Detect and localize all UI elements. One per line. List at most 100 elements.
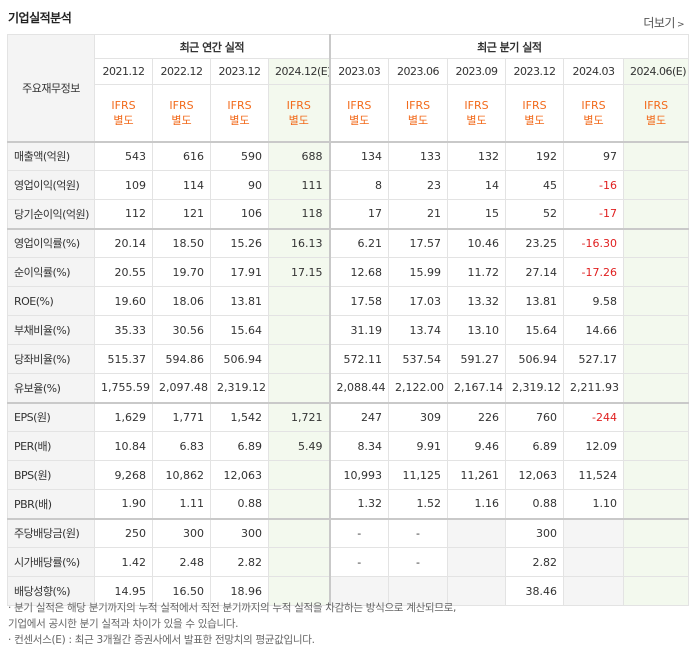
table-cell: -16 [563,170,625,200]
table-cell: 13.81 [210,286,269,316]
table-cell: 11,261 [447,460,507,490]
table-cell [623,344,690,374]
table-cell: 594.86 [152,344,211,374]
table-cell: 12,063 [505,460,565,490]
table-cell: 5.49 [267,431,331,461]
table-cell: 247 [328,402,390,432]
ifrs-sub-text: 별도 [407,113,429,127]
ifrs-text: IFRS [169,98,194,112]
table-cell: 1.32 [328,489,390,520]
table-row: PER(배) 10.84 6.83 6.89 5.49 8.34 9.91 9.46 6.89 1… [7,431,690,461]
table-cell: 18.96 [210,576,269,606]
period-header: 2024.12(E) [267,58,331,85]
table-cell [623,257,690,287]
table-cell: 2,088.44 [328,373,390,404]
table-row: 당좌비율(%) 515.37 594.86 506.94 572.11 537.54 591… [7,344,690,374]
table-cell: 9.91 [388,431,449,461]
table-cell: 515.37 [94,344,153,374]
table-cell: 16.50 [152,576,211,606]
table-cell: 31.19 [328,315,390,345]
table-cell: 6.89 [210,431,269,461]
section-title: 기업실적분석 [8,11,72,25]
table-cell [623,489,690,520]
table-cell: 300 [152,518,211,548]
table-cell: 14 [447,170,507,200]
table-cell: 8 [328,170,390,200]
table-cell: -244 [563,402,625,432]
ifrs-sub-text: 별도 [645,113,667,127]
ifrs-text: IFRS [643,98,669,112]
ifrs-sub-text: 별도 [583,113,604,127]
table-cell: 114 [152,170,211,200]
table-row: PBR(배) 1.90 1.11 0.88 1.32 1.52 1.16 0.88 1.10 [7,489,690,520]
ifrs-label: IFRS 별도 [563,84,625,143]
table-cell: 18.06 [152,286,211,316]
table-cell: 2,097.48 [152,373,211,404]
row-label: 부채비율(%) [7,315,95,345]
table-cell: 6.89 [505,431,565,461]
table-cell [623,286,690,316]
table-cell: 591.27 [447,344,507,374]
table-cell: 1.52 [388,489,449,520]
table-cell [563,518,625,548]
table-cell: 543 [94,141,153,171]
ifrs-label: IFRS 별도 [94,84,153,143]
table-cell [623,402,690,432]
table-cell: 2.48 [152,547,211,577]
table-cell [267,518,331,548]
table-cell: 17.57 [388,228,449,258]
table-cell [267,547,331,577]
table-cell: 12.68 [328,257,390,287]
ifrs-label: IFRS 별도 [210,84,269,143]
table-cell: 8.34 [328,431,390,461]
table-cell: 21 [388,199,449,230]
table-cell [447,576,507,606]
ifrs-text: IFRS [522,98,547,112]
table-cell [563,547,625,577]
table-cell: 15.64 [505,315,565,345]
table-cell: 1,542 [210,402,269,432]
table-cell: 106 [210,199,269,230]
table-cell: 688 [267,141,331,171]
row-label: 당기순이익(억원) [7,199,95,230]
period-header: 2023.09 [447,58,507,85]
table-cell: 13.10 [447,315,507,345]
table-cell [267,286,331,316]
table-cell: 38.46 [505,576,565,606]
table-cell: 0.88 [505,489,565,520]
table-cell: 6.83 [152,431,211,461]
table-cell: 9,268 [94,460,153,490]
table-cell: 192 [505,141,565,171]
table-cell: 10,993 [328,460,390,490]
table-cell: 2,167.14 [447,373,507,404]
quarter-group-header: 최근 분기 실적 [328,34,690,59]
table-cell: 133 [388,141,449,171]
table-cell: 1.42 [94,547,153,577]
ifrs-text: IFRS [581,98,606,112]
table-cell: 616 [152,141,211,171]
table-cell: 15.26 [210,228,269,258]
row-label: 영업이익(억원) [7,170,95,200]
footnotes: · 분기 실적은 해당 분기까지의 누적 실적에서 직전 분기까지의 누적 실적… [8,600,456,648]
table-cell: 506.94 [505,344,565,374]
table-cell: 17.91 [210,257,269,287]
table-cell: 6.21 [328,228,390,258]
table-cell [623,199,690,230]
table-row: ROE(%) 19.60 18.06 13.81 17.58 17.03 13.32 13.8… [7,286,690,316]
ifrs-sub-text: 별도 [349,113,370,127]
row-label: 주당배당금(원) [7,518,95,548]
table-cell [267,315,331,345]
footnote-3: · 컨센서스(E) : 최근 3개월간 증권사에서 발표한 전망치의 평균값입니… [8,634,315,646]
period-header: 2021.12 [94,58,153,85]
period-header: 2024.03 [563,58,625,85]
table-cell: 300 [210,518,269,548]
ifrs-text: IFRS [347,98,372,112]
table-cell: 30.56 [152,315,211,345]
table-cell: 590 [210,141,269,171]
more-link[interactable]: 더보기 > [643,14,684,31]
table-row: 매출액(억원) 543 616 590 688 134 133 132 192 97 [7,141,690,171]
table-cell: -17 [563,199,625,230]
table-cell: 23.25 [505,228,565,258]
table-cell: 97 [563,141,625,171]
ifrs-text: IFRS [464,98,489,112]
